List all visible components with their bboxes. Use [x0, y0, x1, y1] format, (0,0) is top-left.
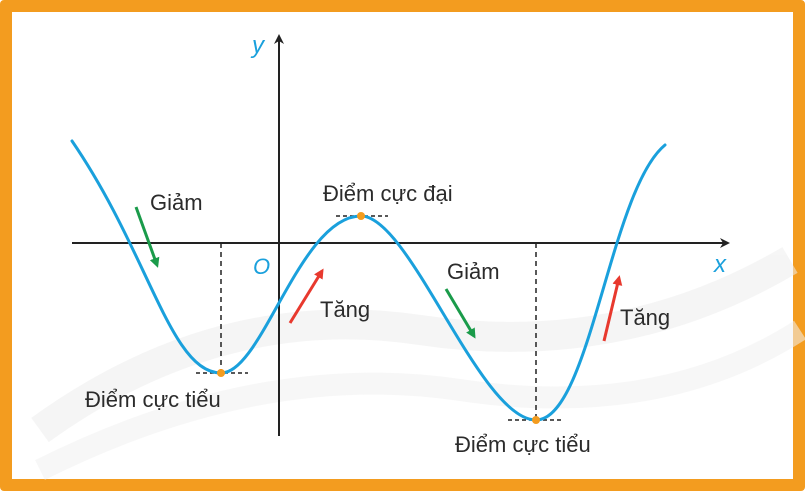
decrease-label-1: Giảm [150, 190, 203, 215]
increase-arrow-1 [288, 268, 324, 324]
local-min-label-2: Điểm cực tiểu [455, 432, 591, 457]
watermark [31, 247, 805, 480]
local-min-point-1 [217, 369, 225, 377]
increase-label-1: Tăng [320, 297, 370, 322]
decrease-label-2: Giảm [447, 259, 500, 284]
y-axis-label: y [250, 32, 266, 59]
increase-label-2: Tăng [620, 305, 670, 330]
local-min-label-1: Điểm cực tiểu [85, 387, 221, 412]
decrease-arrow-1 [134, 206, 160, 268]
local-max-label: Điểm cực đại [323, 181, 453, 206]
increase-arrow-2 [602, 275, 623, 342]
local-max-point [357, 212, 365, 220]
origin-label: O [253, 254, 270, 279]
decrease-arrow-2 [444, 288, 476, 339]
x-axis-label: x [713, 251, 727, 278]
local-min-point-2 [532, 416, 540, 424]
